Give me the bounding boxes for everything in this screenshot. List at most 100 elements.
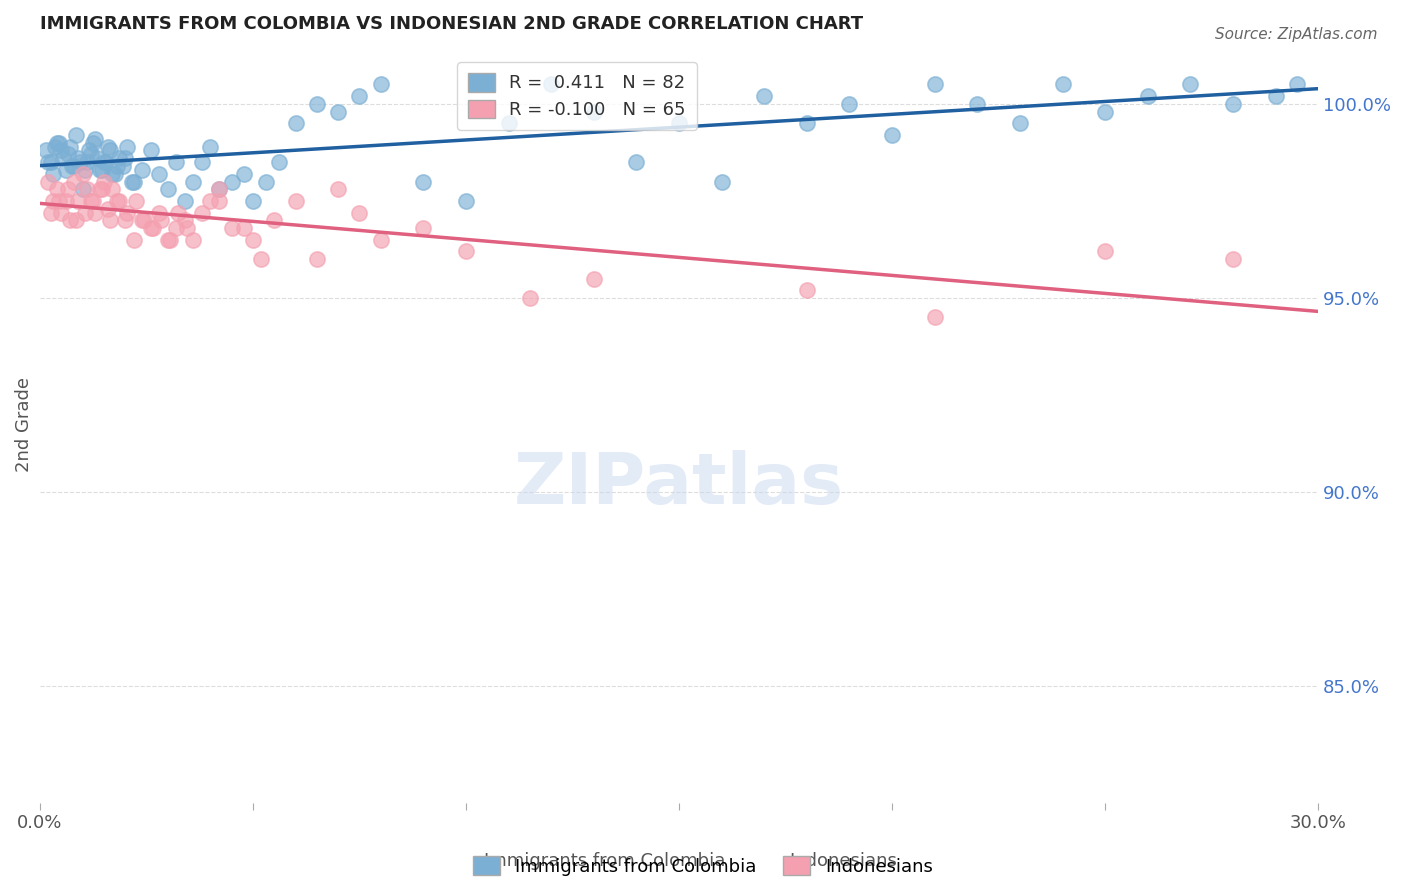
- Point: [48, 136, 70, 150]
- Point: [208, 182, 231, 196]
- Point: [139, 144, 162, 158]
- Point: [42, 194, 65, 208]
- Point: [173, 213, 195, 227]
- Point: [122, 175, 145, 189]
- Point: [305, 96, 328, 111]
- Point: [55, 162, 77, 177]
- Point: [328, 104, 350, 119]
- Point: [200, 139, 222, 153]
- Point: [924, 310, 946, 325]
- Point: [90, 162, 112, 177]
- Point: [55, 194, 77, 208]
- Point: [72, 167, 94, 181]
- Y-axis label: 2nd Grade: 2nd Grade: [15, 376, 32, 472]
- Point: [233, 221, 256, 235]
- Point: [173, 194, 195, 208]
- Text: Source: ZipAtlas.com: Source: ZipAtlas.com: [1215, 27, 1378, 42]
- Point: [59, 139, 82, 153]
- Point: [370, 78, 392, 92]
- Point: [305, 252, 328, 267]
- Point: [498, 116, 520, 130]
- Point: [98, 144, 121, 158]
- Point: [966, 96, 988, 111]
- Point: [250, 252, 273, 267]
- Point: [176, 221, 198, 235]
- Point: [107, 194, 129, 208]
- Point: [73, 205, 96, 219]
- Point: [1094, 244, 1116, 259]
- Point: [370, 233, 392, 247]
- Point: [93, 155, 115, 169]
- Point: [89, 162, 111, 177]
- Point: [65, 128, 87, 142]
- Point: [796, 116, 818, 130]
- Point: [67, 151, 90, 165]
- Point: [1136, 89, 1159, 103]
- Point: [134, 213, 156, 227]
- Point: [63, 175, 86, 189]
- Point: [233, 167, 256, 181]
- Point: [412, 175, 434, 189]
- Point: [37, 155, 59, 169]
- Point: [86, 151, 108, 165]
- Point: [105, 159, 128, 173]
- Point: [98, 213, 121, 227]
- Point: [191, 205, 214, 219]
- Point: [73, 162, 96, 177]
- Point: [131, 162, 153, 177]
- Point: [94, 155, 117, 169]
- Point: [582, 271, 605, 285]
- Point: [1094, 104, 1116, 119]
- Point: [114, 213, 136, 227]
- Point: [69, 155, 91, 169]
- Point: [924, 78, 946, 92]
- Point: [221, 175, 243, 189]
- Point: [328, 182, 350, 196]
- Point: [150, 213, 173, 227]
- Point: [56, 182, 79, 196]
- Point: [1008, 116, 1031, 130]
- Point: [148, 167, 170, 181]
- Point: [101, 167, 124, 181]
- Point: [121, 175, 143, 189]
- Point: [51, 144, 73, 158]
- Point: [67, 194, 90, 208]
- Point: [82, 136, 104, 150]
- Point: [191, 155, 214, 169]
- Point: [221, 221, 243, 235]
- Point: [349, 89, 371, 103]
- Point: [1222, 252, 1244, 267]
- Point: [125, 194, 148, 208]
- Point: [796, 283, 818, 297]
- Point: [80, 147, 103, 161]
- Text: Immigrants from Colombia: Immigrants from Colombia: [484, 852, 725, 870]
- Point: [93, 175, 115, 189]
- Point: [1052, 78, 1074, 92]
- Point: [131, 213, 153, 227]
- Point: [97, 139, 120, 153]
- Point: [84, 132, 107, 146]
- Point: [76, 155, 98, 169]
- Point: [267, 155, 290, 169]
- Point: [142, 221, 165, 235]
- Point: [63, 159, 86, 173]
- Point: [284, 194, 307, 208]
- Point: [90, 182, 112, 196]
- Point: [56, 147, 79, 161]
- Point: [242, 194, 264, 208]
- Point: [208, 182, 231, 196]
- Point: [540, 78, 562, 92]
- Point: [710, 175, 733, 189]
- Point: [60, 159, 83, 173]
- Point: [52, 151, 75, 165]
- Point: [80, 194, 103, 208]
- Legend: Immigrants from Colombia, Indonesians: Immigrants from Colombia, Indonesians: [465, 849, 941, 883]
- Point: [39, 205, 62, 219]
- Point: [148, 205, 170, 219]
- Point: [159, 233, 181, 247]
- Point: [37, 175, 59, 189]
- Point: [1264, 89, 1286, 103]
- Point: [117, 205, 139, 219]
- Point: [165, 155, 187, 169]
- Point: [48, 194, 70, 208]
